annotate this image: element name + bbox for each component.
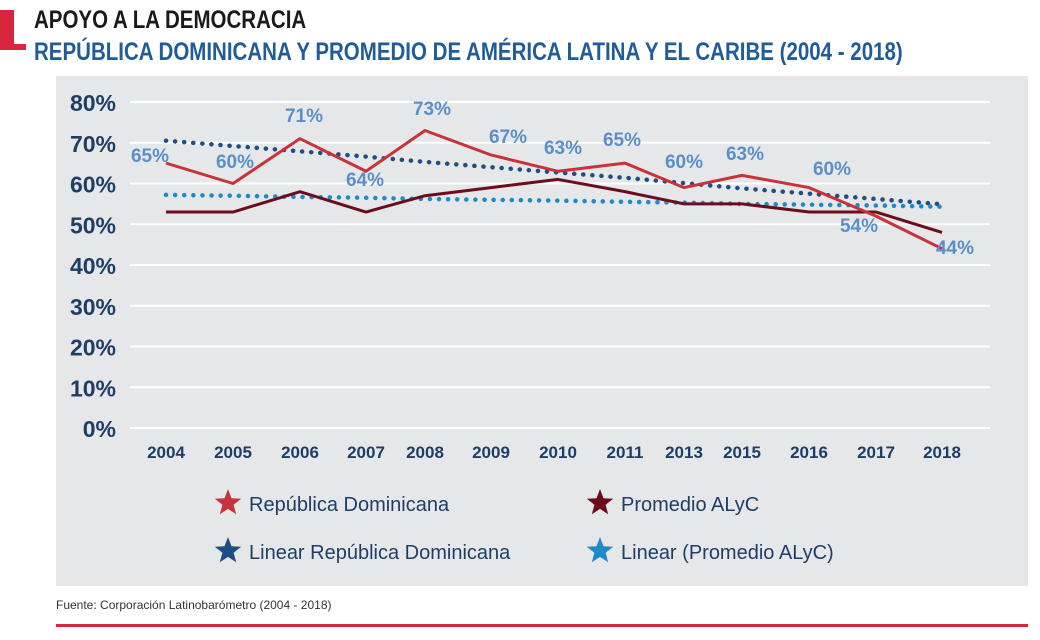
x-tick-label: 2009 (472, 443, 510, 462)
series-line-1 (166, 177, 943, 234)
y-tick-label: 10% (70, 375, 116, 401)
data-label: 60% (216, 152, 254, 173)
chart-title: APOYO A LA DEMOCRACIA (34, 6, 307, 34)
series-line-3 (163, 192, 945, 209)
x-tick-label: 2010 (539, 443, 577, 462)
x-tick-label: 2017 (857, 443, 895, 462)
x-tick-label: 2013 (665, 443, 703, 462)
y-tick-label: 30% (70, 294, 116, 320)
data-label: 60% (665, 152, 703, 173)
footer-rule (56, 624, 1028, 627)
x-tick-label: 2005 (214, 443, 252, 462)
legend-label: República Dominicana (249, 494, 450, 516)
x-tick-label: 2006 (281, 443, 319, 462)
data-label: 71% (285, 106, 323, 127)
y-tick-label: 50% (70, 212, 116, 238)
accent-bar (0, 10, 14, 50)
data-label: 64% (346, 170, 384, 191)
x-tick-label: 2016 (790, 443, 828, 462)
chart-subtitle: REPÚBLICA DOMINICANA Y PROMEDIO DE AMÉRI… (34, 38, 903, 66)
accent-bar-foot (0, 44, 26, 50)
legend-label: Linear (Promedio ALyC) (621, 542, 834, 564)
star-icon (214, 537, 242, 563)
x-tick-label: 2015 (723, 443, 761, 462)
y-tick-label: 60% (70, 172, 116, 198)
x-tick-label: 2011 (607, 443, 644, 462)
source-note: Fuente: Corporación Latinobarómetro (200… (56, 598, 332, 612)
star-icon (214, 489, 242, 515)
star-icon (586, 537, 614, 563)
series-line-0 (165, 129, 943, 251)
data-label: 60% (813, 159, 851, 180)
data-label: 73% (413, 99, 451, 120)
y-tick-label: 70% (70, 131, 116, 157)
y-tick-label: 40% (70, 253, 116, 279)
x-tick-label: 2008 (406, 443, 444, 462)
data-label: 65% (131, 146, 169, 167)
legend-label: Linear República Dominicana (249, 542, 511, 564)
star-icon (586, 489, 614, 515)
y-tick-label: 80% (70, 90, 116, 116)
y-tick-label: 20% (70, 335, 116, 361)
data-label: 54% (840, 216, 878, 237)
x-tick-label: 2007 (347, 443, 385, 462)
x-tick-label: 2004 (147, 443, 185, 462)
data-label: 67% (489, 127, 527, 148)
legend-label: Promedio ALyC (621, 494, 759, 516)
data-label: 63% (726, 144, 764, 165)
data-label: 44% (936, 238, 974, 259)
data-label: 63% (544, 138, 582, 159)
x-tick-label: 2018 (923, 443, 961, 462)
data-label: 65% (603, 130, 641, 151)
y-tick-label: 0% (83, 416, 116, 442)
